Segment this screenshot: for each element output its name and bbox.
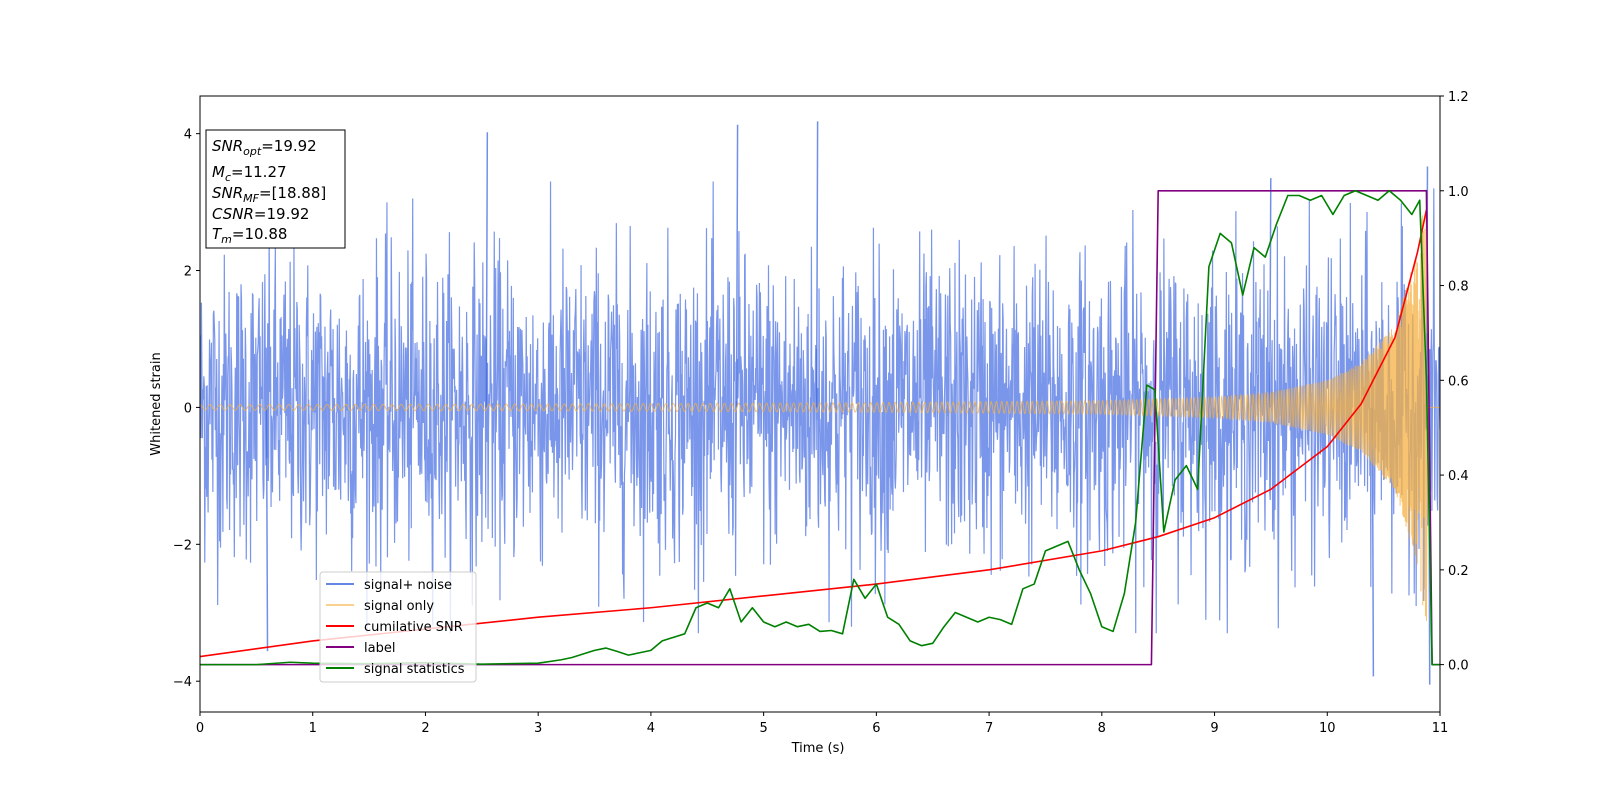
noise-peak-2 bbox=[815, 121, 819, 408]
x-tick-label: 11 bbox=[1432, 721, 1449, 736]
right-y-tick-label: 1.2 bbox=[1448, 90, 1469, 105]
annotation-line: Mc=11.27 bbox=[212, 163, 287, 184]
annotation-line: CSNR=19.92 bbox=[212, 205, 309, 223]
right-y-tick-label: 0.6 bbox=[1448, 374, 1469, 389]
plot-frame bbox=[199, 95, 1441, 713]
left-y-tick-label: −4 bbox=[173, 675, 192, 690]
noise-peak-6 bbox=[1371, 407, 1375, 677]
legend-label: label bbox=[364, 641, 395, 656]
left-y-tick-label: 4 bbox=[184, 128, 192, 143]
x-axis-ticks: 0 1 2 3 4 5 6 7 8 9 10 11 bbox=[196, 712, 1448, 736]
legend: signal+ noise signal only cumilative SNR la… bbox=[319, 571, 477, 683]
series-signal-statistics bbox=[200, 189, 1440, 666]
annotation-line: Tm=10.88 bbox=[212, 225, 287, 246]
x-tick-label: 6 bbox=[872, 721, 880, 736]
x-tick-label: 7 bbox=[985, 721, 993, 736]
left-y-axis-label: Whitened strain bbox=[149, 352, 164, 455]
x-axis-label: Time (s) bbox=[791, 741, 845, 756]
noise-peak-4 bbox=[1269, 178, 1272, 408]
x-tick-label: 5 bbox=[759, 721, 767, 736]
legend-label: signal statistics bbox=[364, 662, 465, 677]
x-tick-label: 10 bbox=[1319, 721, 1336, 736]
x-tick-label: 9 bbox=[1210, 721, 1218, 736]
x-tick-label: 0 bbox=[196, 721, 204, 736]
legend-label: signal only bbox=[364, 599, 434, 614]
x-tick-label: 8 bbox=[1098, 721, 1106, 736]
right-y-tick-label: 0.0 bbox=[1448, 659, 1469, 674]
series-signal-plus-noise bbox=[200, 181, 1440, 634]
annotation-line: SNRopt=19.92 bbox=[212, 137, 317, 158]
right-y-tick-label: 0.8 bbox=[1448, 280, 1469, 295]
x-tick-label: 3 bbox=[534, 721, 542, 736]
right-y-tick-label: 0.2 bbox=[1448, 564, 1469, 579]
annotation-box: SNRopt=19.92 Mc=11.27SNRMF=[18.88]CSNR=19… bbox=[205, 129, 346, 249]
left-y-tick-label: 2 bbox=[184, 265, 192, 280]
noise-peak-1 bbox=[735, 124, 739, 408]
left-y-tick-label: −2 bbox=[173, 538, 192, 553]
series-signal-only bbox=[200, 189, 1440, 621]
x-tick-label: 2 bbox=[421, 721, 429, 736]
annotation-frame bbox=[205, 129, 346, 249]
left-y-tick-label: 0 bbox=[184, 401, 192, 416]
noise-peak-0 bbox=[485, 132, 489, 408]
right-y-tick-label: 0.4 bbox=[1448, 469, 1469, 484]
noise-peak-5 bbox=[265, 407, 269, 652]
legend-frame bbox=[319, 571, 477, 683]
x-tick-label: 1 bbox=[309, 721, 317, 736]
right-y-tick-label: 1.0 bbox=[1448, 185, 1469, 200]
annotation-line: SNRMF=[18.88] bbox=[212, 184, 326, 205]
right-y-axis-ticks: 0.0 0.2 0.4 0.6 0.8 1.0 1.2 bbox=[1440, 90, 1469, 674]
series-layer bbox=[200, 121, 1440, 685]
left-y-axis-ticks: −4 −2 0 2 4 bbox=[173, 128, 200, 690]
legend-label: signal+ noise bbox=[364, 578, 452, 593]
series-cumilative-snr bbox=[200, 209, 1428, 658]
legend-label: cumilative SNR bbox=[364, 620, 463, 635]
x-tick-label: 4 bbox=[647, 721, 655, 736]
